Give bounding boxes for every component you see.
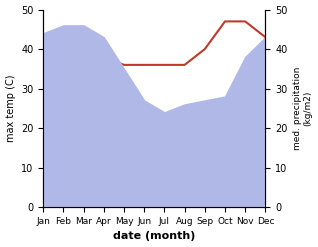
Y-axis label: max temp (C): max temp (C) bbox=[5, 75, 16, 142]
Y-axis label: med. precipitation
(kg/m2): med. precipitation (kg/m2) bbox=[293, 67, 313, 150]
X-axis label: date (month): date (month) bbox=[113, 231, 196, 242]
